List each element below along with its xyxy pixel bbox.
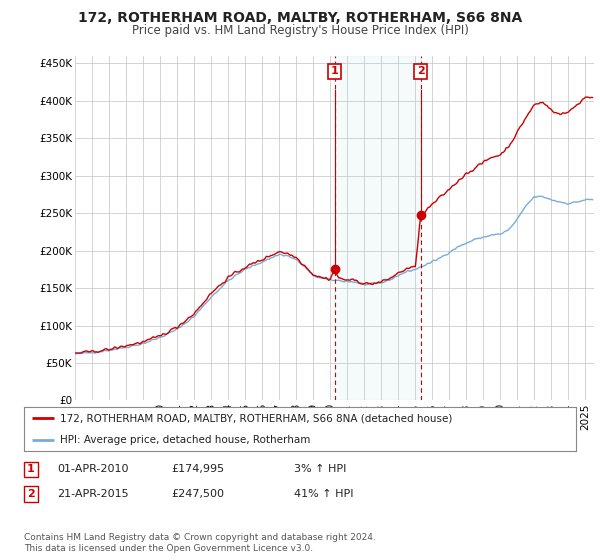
- Bar: [335, 56, 421, 400]
- Text: £174,995: £174,995: [171, 464, 224, 474]
- Text: 1: 1: [27, 464, 35, 474]
- Text: 21-APR-2015: 21-APR-2015: [57, 489, 128, 499]
- Text: 41% ↑ HPI: 41% ↑ HPI: [294, 489, 353, 499]
- Text: 01-APR-2010: 01-APR-2010: [57, 464, 128, 474]
- Text: 1: 1: [331, 67, 338, 77]
- Text: 2: 2: [417, 67, 424, 77]
- Text: 2: 2: [27, 489, 35, 499]
- Text: £247,500: £247,500: [171, 489, 224, 499]
- Text: Price paid vs. HM Land Registry's House Price Index (HPI): Price paid vs. HM Land Registry's House …: [131, 24, 469, 36]
- Text: 3% ↑ HPI: 3% ↑ HPI: [294, 464, 346, 474]
- Text: HPI: Average price, detached house, Rotherham: HPI: Average price, detached house, Roth…: [60, 435, 310, 445]
- Text: Contains HM Land Registry data © Crown copyright and database right 2024.
This d: Contains HM Land Registry data © Crown c…: [24, 533, 376, 553]
- Text: 172, ROTHERHAM ROAD, MALTBY, ROTHERHAM, S66 8NA: 172, ROTHERHAM ROAD, MALTBY, ROTHERHAM, …: [78, 11, 522, 25]
- Text: 172, ROTHERHAM ROAD, MALTBY, ROTHERHAM, S66 8NA (detached house): 172, ROTHERHAM ROAD, MALTBY, ROTHERHAM, …: [60, 413, 452, 423]
